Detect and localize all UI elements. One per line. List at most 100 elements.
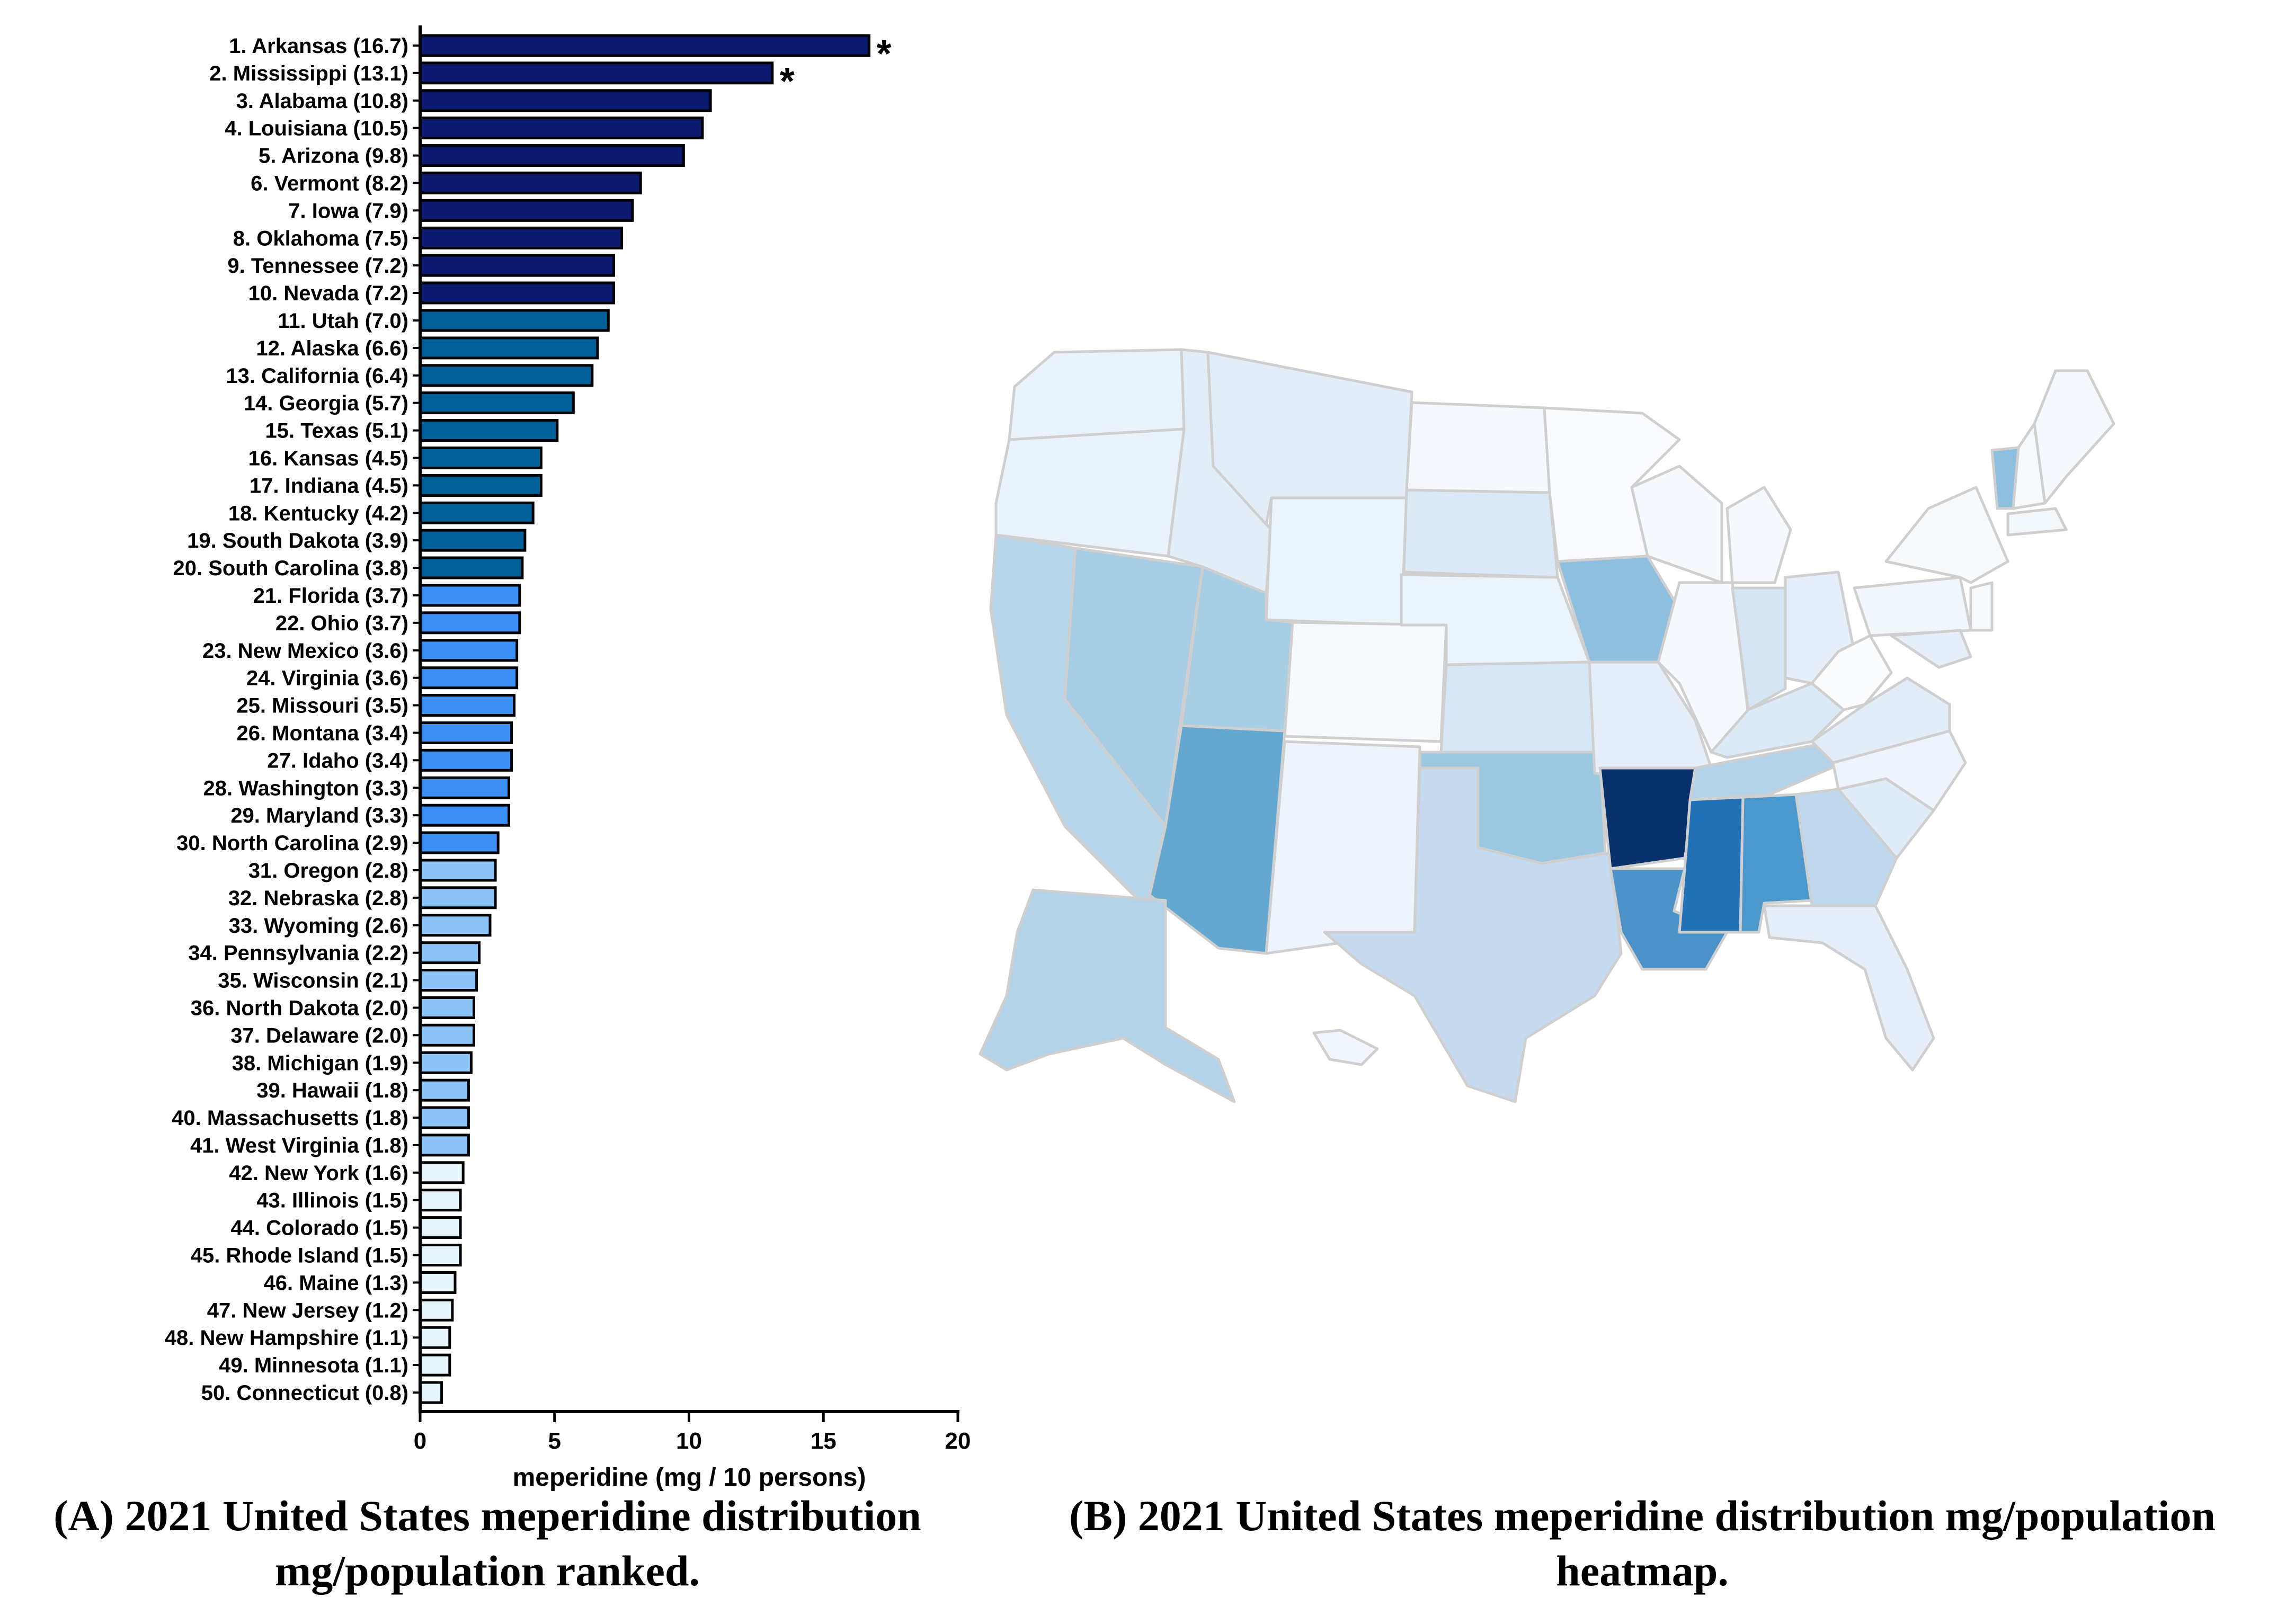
bar-15 xyxy=(419,419,559,442)
bar-33 xyxy=(419,914,492,937)
category-label-8: 8. Oklahoma (7.5) xyxy=(233,227,408,250)
category-label-49: 49. Minnesota (1.1) xyxy=(219,1354,408,1377)
caption-panel-b: (B) 2021 United States meperidine distri… xyxy=(1069,1492,2216,1595)
category-label-27: 27. Idaho (3.4) xyxy=(267,749,408,772)
x-axis-title: meperidine (mg / 10 persons) xyxy=(513,1464,866,1492)
category-label-46: 46. Maine (1.3) xyxy=(264,1271,408,1295)
bar-37 xyxy=(419,1023,475,1047)
bar-3 xyxy=(419,89,712,112)
bar-26 xyxy=(419,721,513,744)
category-label-10: 10. Nevada (7.2) xyxy=(248,282,408,305)
category-label-30: 30. North Carolina (2.9) xyxy=(176,832,408,855)
category-label-16: 16. Kansas (4.5) xyxy=(248,447,408,470)
bar-42 xyxy=(419,1161,465,1184)
bar-43 xyxy=(419,1189,462,1212)
category-label-41: 41. West Virginia (1.8) xyxy=(190,1134,408,1157)
bar-39 xyxy=(419,1078,470,1102)
category-label-32: 32. Nebraska (2.8) xyxy=(228,887,408,910)
category-label-2: 2. Mississippi (13.1) xyxy=(209,62,408,85)
category-label-13: 13. California (6.4) xyxy=(226,364,408,388)
category-label-42: 42. New York (1.6) xyxy=(229,1162,408,1185)
bar-31 xyxy=(419,859,497,882)
category-label-19: 19. South Dakota (3.9) xyxy=(187,529,408,552)
state-colorado xyxy=(1283,621,1448,743)
state-north-dakota xyxy=(1405,401,1551,494)
state-wyoming xyxy=(1265,496,1408,627)
bar-2 xyxy=(419,61,774,85)
category-label-47: 47. New Jersey (1.2) xyxy=(207,1299,408,1322)
bar-17 xyxy=(419,474,542,497)
x-tick-label-10: 10 xyxy=(676,1428,702,1454)
category-label-40: 40. Massachusetts (1.8) xyxy=(172,1107,408,1130)
bar-20 xyxy=(419,556,524,579)
category-label-11: 11. Utah (7.0) xyxy=(278,309,408,333)
state-texas xyxy=(1323,766,1623,1103)
bar-19 xyxy=(419,529,527,552)
bar-23 xyxy=(419,639,519,662)
category-label-43: 43. Illinois (1.5) xyxy=(256,1189,408,1212)
category-label-9: 9. Tennessee (7.2) xyxy=(227,254,408,278)
bar-30 xyxy=(419,831,500,854)
bar-45 xyxy=(419,1244,462,1266)
state-mississippi xyxy=(1678,796,1745,934)
category-label-4: 4. Louisiana (10.5) xyxy=(225,117,408,140)
ranked-bar-chart: 1. Arkansas (16.7) 2. Mississippi (13.1) 3… xyxy=(165,25,971,1492)
state-south-dakota xyxy=(1402,488,1559,579)
state-alaska xyxy=(979,888,1236,1103)
bar-22 xyxy=(419,611,521,635)
category-label-28: 28. Washington (3.3) xyxy=(203,777,408,800)
bar-9 xyxy=(419,254,615,277)
significance-asterisk-2: * xyxy=(780,60,795,103)
bar-21 xyxy=(419,584,521,607)
bar-11 xyxy=(419,309,610,332)
category-label-44: 44. Colorado (1.5) xyxy=(230,1217,408,1240)
x-tick-label-5: 5 xyxy=(548,1428,561,1454)
state-tennessee xyxy=(1688,740,1845,801)
category-label-1: 1. Arkansas (16.7) xyxy=(229,34,408,58)
x-tick-label-0: 0 xyxy=(414,1428,426,1454)
x-tick-label-20: 20 xyxy=(945,1428,971,1454)
bar-12 xyxy=(419,336,599,360)
state-michigan xyxy=(1725,486,1792,584)
bar-38 xyxy=(419,1051,473,1074)
state-oregon xyxy=(994,427,1186,558)
bar-7 xyxy=(419,199,634,222)
category-label-45: 45. Rhode Island (1.5) xyxy=(191,1244,408,1268)
category-label-22: 22. Ohio (3.7) xyxy=(275,612,408,635)
bar-34 xyxy=(419,941,481,965)
bar-29 xyxy=(419,804,510,827)
category-label-36: 36. North Dakota (2.0) xyxy=(191,997,408,1020)
bar-16 xyxy=(419,447,542,469)
state-indiana xyxy=(1731,586,1787,711)
bar-14 xyxy=(419,391,575,415)
bar-6 xyxy=(419,171,642,194)
state-wisconsin xyxy=(1630,465,1723,584)
category-label-5: 5. Arizona (9.8) xyxy=(259,145,408,168)
category-label-48: 48. New Hampshire (1.1) xyxy=(165,1326,408,1350)
category-label-29: 29. Maryland (3.3) xyxy=(230,804,408,827)
state-pennsylvania xyxy=(1853,576,1972,637)
bar-50 xyxy=(419,1381,443,1404)
bar-25 xyxy=(419,694,516,717)
state-maine xyxy=(2033,369,2115,505)
bar-13 xyxy=(419,364,594,387)
bar-4 xyxy=(419,117,704,140)
bar-5 xyxy=(419,144,685,167)
bar-36 xyxy=(419,996,475,1019)
state-florida xyxy=(1763,904,1935,1072)
bar-49 xyxy=(419,1353,451,1377)
category-label-3: 3. Alabama (10.8) xyxy=(236,90,408,113)
category-label-50: 50. Connecticut (0.8) xyxy=(201,1381,408,1405)
bar-28 xyxy=(419,776,510,799)
bar-24 xyxy=(419,666,519,690)
state-new-mexico xyxy=(1265,740,1421,955)
category-label-14: 14. Georgia (5.7) xyxy=(244,392,408,415)
state-maryland xyxy=(1890,629,1972,669)
category-label-25: 25. Missouri (3.5) xyxy=(236,694,408,718)
category-label-31: 31. Oregon (2.8) xyxy=(248,859,408,882)
state-massachusetts xyxy=(2006,507,2068,537)
bar-1 xyxy=(419,34,870,57)
category-label-37: 37. Delaware (2.0) xyxy=(230,1024,408,1047)
category-label-20: 20. South Carolina (3.8) xyxy=(173,557,408,580)
